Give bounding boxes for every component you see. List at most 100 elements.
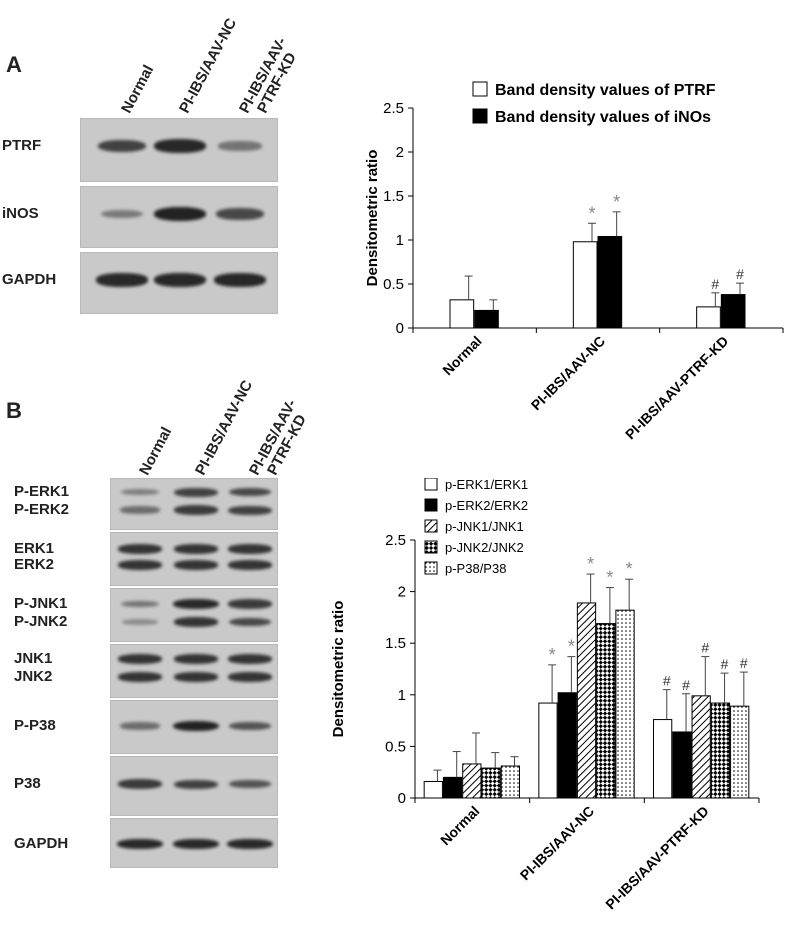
row-label-b-0: P-ERK1 — [14, 483, 70, 500]
band-b-jnk1-0 — [117, 654, 163, 664]
chart-b-phospho-ratio: 0 0.5 1 1.5 2 2.5 Densitometric ratio Normal PI-… — [330, 478, 760, 912]
band-a-inos-2 — [215, 208, 265, 220]
bar — [462, 763, 482, 799]
band-a-ptrf-0 — [97, 140, 147, 152]
band-a-gapdh-0 — [96, 273, 148, 287]
band-a-ptrf-1 — [154, 139, 206, 153]
blot-strip-b-2 — [110, 588, 278, 642]
band-b-p-p38-0 — [120, 722, 160, 730]
bar — [538, 702, 558, 799]
y-tick-label: 1.5 — [385, 635, 406, 652]
band-b-erk2-0 — [117, 560, 163, 570]
y-tick-label: 0 — [398, 790, 406, 807]
legend-label: Band density values of iNOs — [495, 109, 711, 126]
band-b-erk1-2 — [227, 544, 273, 554]
blot-strip-b-1 — [110, 532, 278, 586]
band-a-inos-0 — [100, 209, 144, 219]
lane-label-a-1-0: PI-IBS/AAV-NC — [176, 15, 241, 116]
bar — [696, 306, 721, 329]
row-label-b-4: P-JNK1 — [14, 595, 68, 612]
legend-label: p-P38/P38 — [445, 561, 506, 576]
significance-marker: * — [587, 554, 594, 574]
significance-marker: * — [588, 203, 595, 223]
band-b-p-p38-2 — [229, 721, 271, 731]
band-b-p-erk1-0 — [121, 488, 159, 496]
x-tick-label: PI-IBS/AAV-NC — [517, 803, 597, 883]
band-b-p38-1 — [174, 779, 218, 789]
legend-label: Band density values of PTRF — [495, 82, 716, 99]
y-tick-label: 2.5 — [383, 100, 404, 117]
y-tick-label: 2 — [396, 144, 404, 161]
x-tick-label: Normal — [439, 333, 484, 378]
row-label-b-6: JNK1 — [14, 650, 53, 667]
band-a-gapdh-1 — [154, 273, 206, 287]
band-b-p38-2 — [229, 779, 271, 789]
bar — [691, 695, 711, 799]
band-b-jnk1-2 — [227, 654, 273, 664]
x-tick-label: PI-IBS/AAV-PTRF-KD — [622, 333, 732, 443]
legend-label: p-ERK1/ERK1 — [445, 478, 528, 492]
y-tick-label: 2.5 — [385, 532, 406, 549]
band-b-p-erk2-2 — [228, 505, 272, 515]
bar — [597, 235, 623, 329]
band-b-erk2-1 — [173, 560, 219, 570]
band-b-erk1-0 — [117, 544, 163, 554]
band-b-p-jnk2-2 — [228, 617, 272, 627]
y-tick-label: 1.5 — [383, 188, 404, 205]
y-tick-label: 0.5 — [383, 276, 404, 293]
band-b-p-erk1-1 — [174, 487, 218, 497]
band-b-p-jnk1-2 — [228, 599, 272, 609]
significance-marker: * — [626, 559, 633, 579]
row-label-b-1: P-ERK2 — [14, 501, 70, 518]
significance-marker: # — [711, 276, 719, 292]
significance-marker: * — [549, 645, 556, 665]
band-b-jnk2-2 — [227, 672, 273, 682]
band-b-erk1-1 — [173, 544, 219, 554]
lane-label-a-0-0: Normal — [118, 62, 158, 116]
band-b-p-jnk1-1 — [173, 598, 219, 610]
band-b-gapdh-1 — [173, 838, 219, 850]
band-b-p-erk2-0 — [120, 506, 160, 514]
bar — [474, 309, 499, 329]
x-tick-label: PI-IBS/AAV-NC — [528, 333, 608, 413]
bar — [615, 609, 635, 799]
band-b-jnk2-0 — [117, 672, 163, 682]
y-tick-label: 0.5 — [385, 738, 406, 755]
row-label-b-5: P-JNK2 — [14, 613, 68, 630]
y-axis-label: Densitometric ratio — [364, 150, 381, 287]
y-axis-label: Densitometric ratio — [330, 601, 347, 738]
row-label-a-2: GAPDH — [2, 271, 57, 288]
bar — [720, 294, 746, 329]
y-tick-label: 1 — [398, 687, 406, 704]
legend-swatch — [424, 519, 438, 533]
band-b-p-erk2-1 — [174, 505, 218, 515]
bar — [710, 702, 731, 799]
significance-marker: * — [606, 567, 613, 587]
legend-swatch — [424, 561, 438, 575]
lane-label-b-0-0: Normal — [136, 424, 176, 478]
band-b-p-jnk2-1 — [173, 617, 219, 627]
blot-strip-b-0 — [110, 478, 278, 530]
band-b-gapdh-2 — [227, 838, 273, 850]
significance-marker: # — [682, 677, 690, 693]
bar — [481, 767, 501, 799]
bar — [596, 623, 616, 799]
bar — [423, 780, 443, 799]
x-tick-label: Normal — [437, 803, 482, 848]
legend-label: p-ERK2/ERK2 — [445, 498, 528, 513]
band-b-jnk2-1 — [173, 672, 219, 682]
legend-swatch — [424, 540, 438, 554]
lane-label-b-1-0: PI-IBS/AAV-NC — [192, 377, 257, 478]
significance-marker: # — [736, 266, 744, 282]
bar — [730, 705, 750, 799]
band-a-gapdh-2 — [214, 273, 266, 287]
chart-a-band-density: 0 0.5 1 1.5 2 2.5 Densitometric ratio Normal PI-… — [364, 81, 784, 443]
row-label-a-1: iNOS — [2, 205, 39, 222]
row-label-b-2: ERK1 — [14, 540, 55, 557]
bar — [449, 299, 475, 329]
band-b-erk2-2 — [227, 560, 273, 570]
legend-label: p-JNK2/JNK2 — [445, 540, 524, 555]
bar — [672, 731, 692, 799]
row-label-b-8: P-P38 — [14, 717, 56, 734]
significance-marker: # — [701, 640, 709, 656]
